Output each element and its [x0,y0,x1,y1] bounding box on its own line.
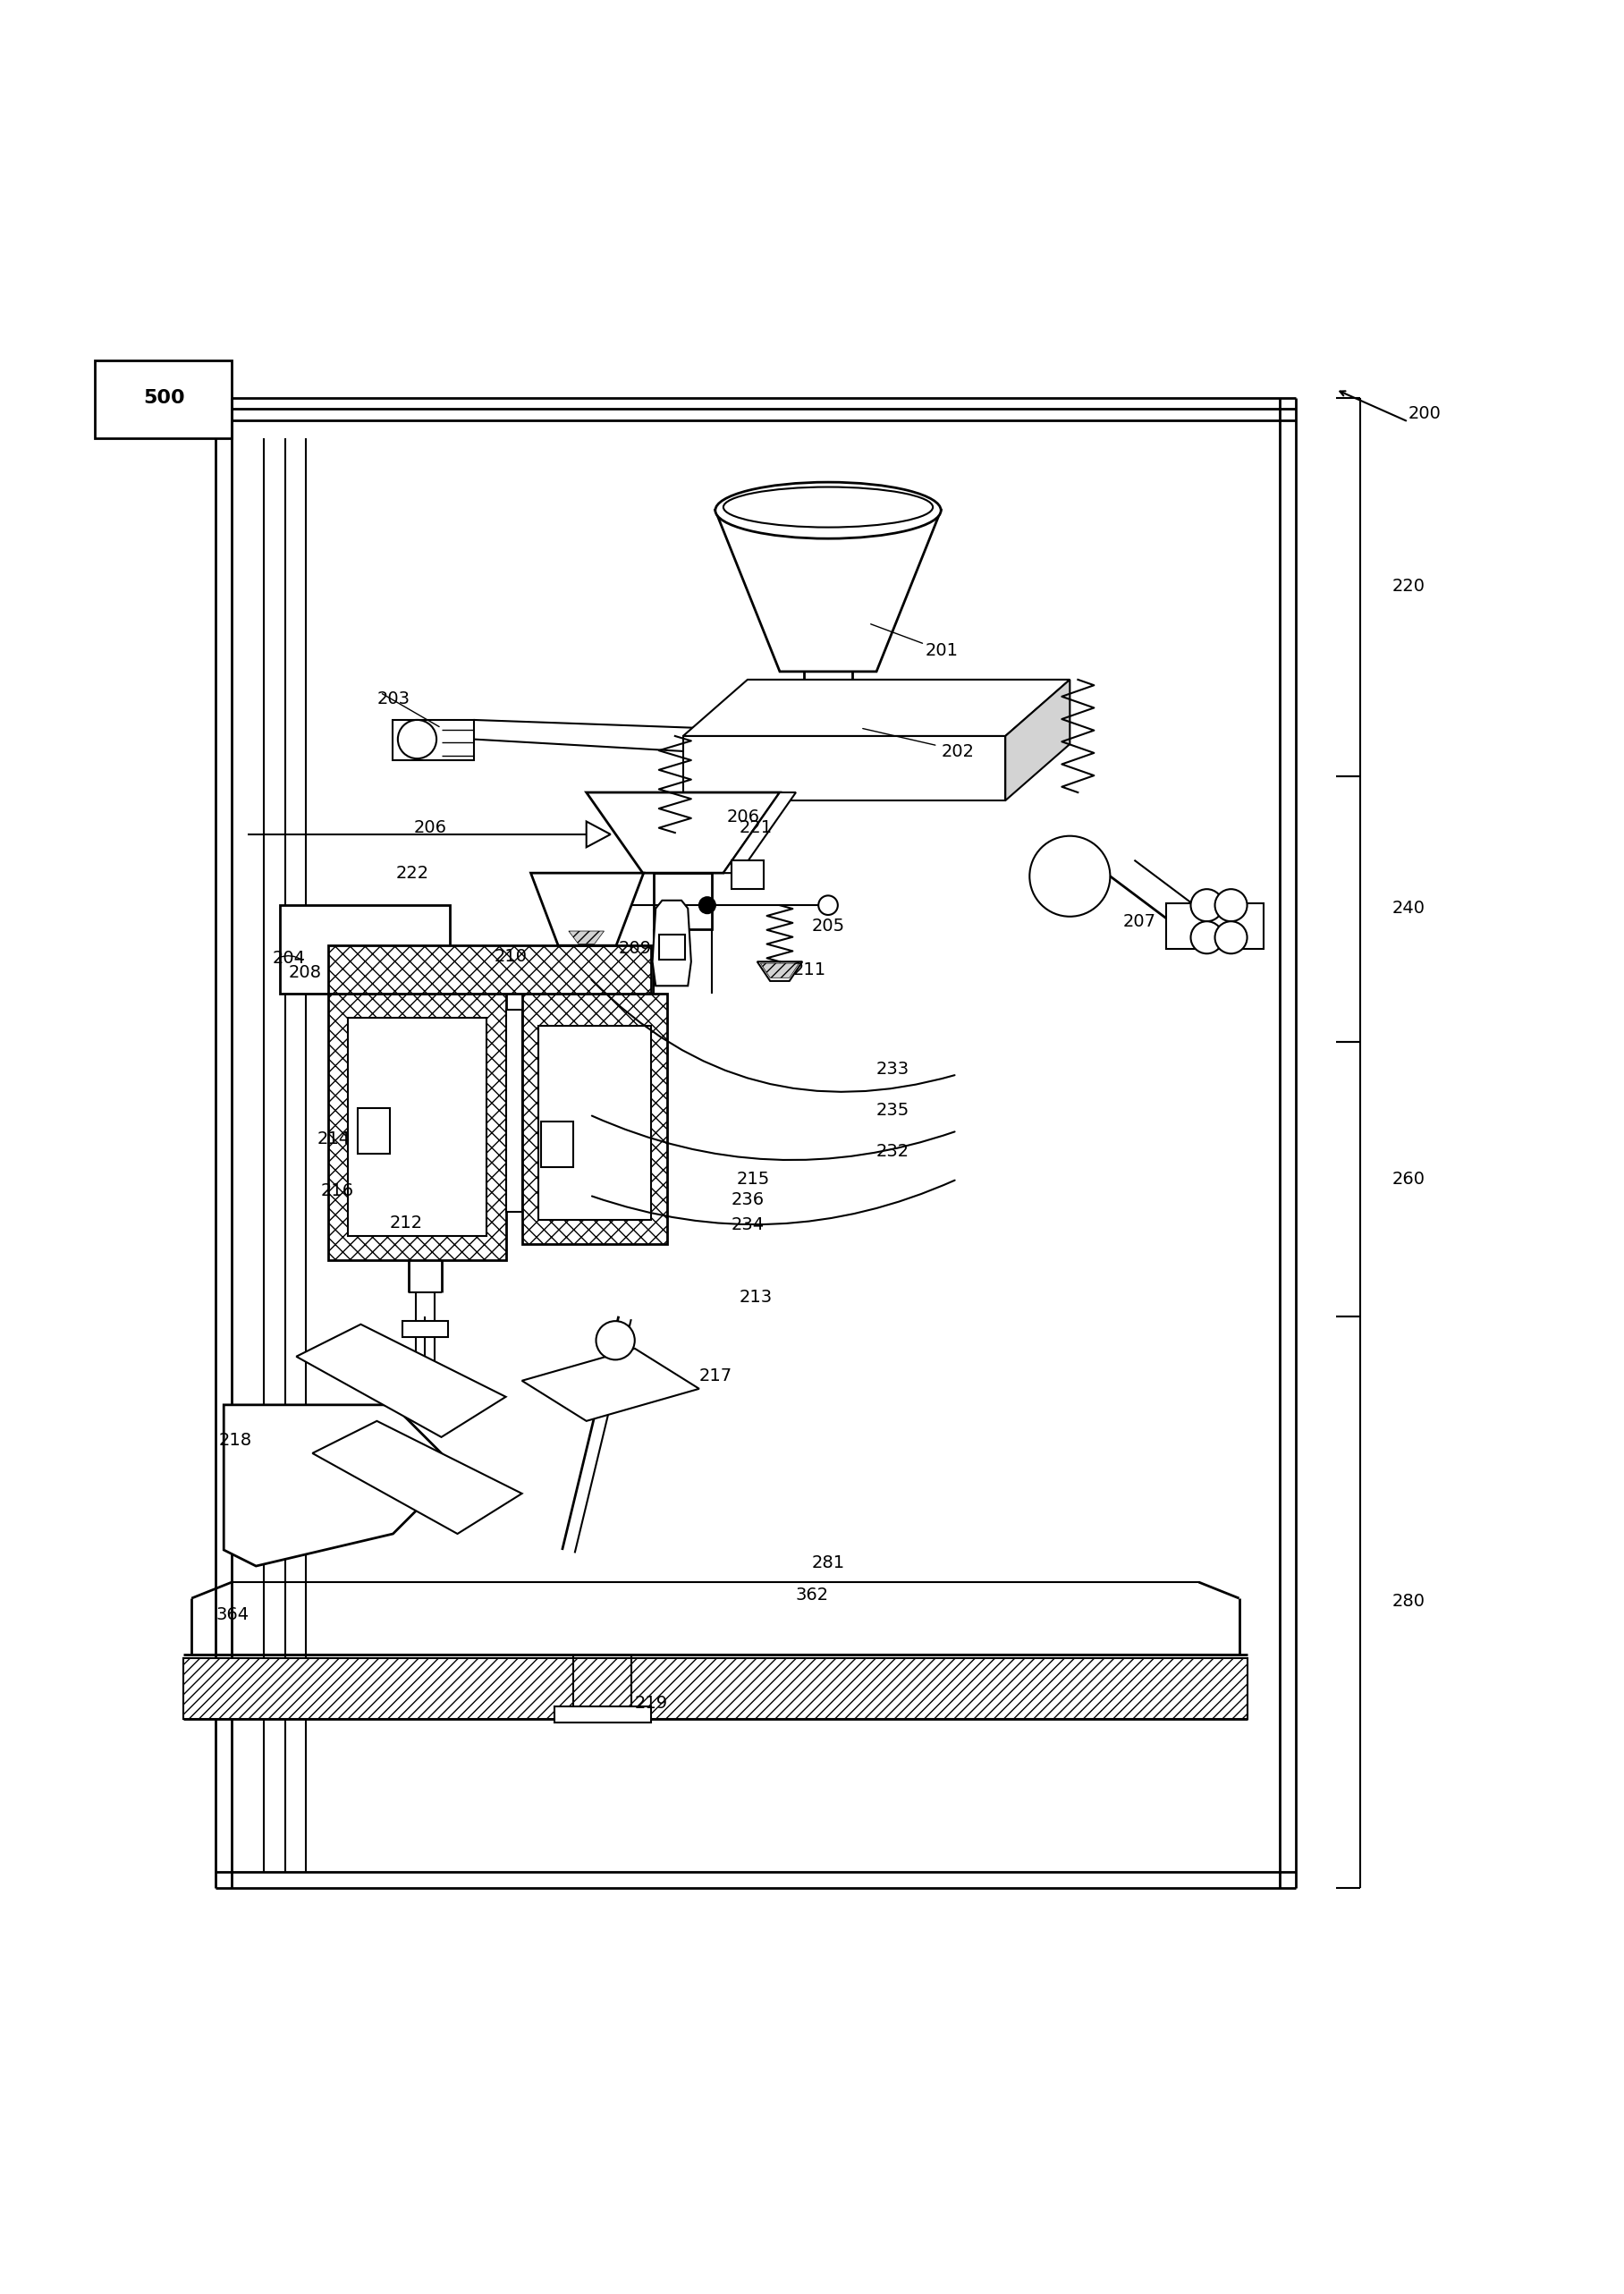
Text: 234: 234 [731,1216,765,1232]
Circle shape [398,720,437,759]
Circle shape [1215,922,1247,954]
Bar [357,1108,390,1154]
Bar [393,720,474,759]
Circle shape [818,895,838,915]
Polygon shape [531,874,643,945]
Text: 232: 232 [877,1142,909,1161]
Polygon shape [224,1404,458,1567]
Bar [659,934,685,961]
Circle shape [596,1321,635,1360]
Bar [94,360,232,438]
Polygon shape [586,791,780,874]
Circle shape [1030,835,1111,918]
Text: 222: 222 [396,865,429,881]
Polygon shape [684,679,1070,736]
Polygon shape [1005,679,1070,801]
Text: 208: 208 [287,963,322,982]
Bar [281,906,450,993]
Text: 364: 364 [216,1606,248,1622]
Text: 217: 217 [700,1367,732,1383]
Polygon shape [723,791,796,874]
Text: 220: 220 [1392,578,1426,594]
Polygon shape [684,736,1005,801]
Text: 209: 209 [619,941,651,957]
Text: 214: 214 [317,1131,351,1147]
Text: 280: 280 [1392,1592,1426,1610]
Bar [554,1707,651,1723]
Text: 206: 206 [414,819,447,837]
Text: 362: 362 [796,1587,830,1604]
Bar [184,1659,1247,1718]
Text: 202: 202 [940,743,974,762]
Text: 281: 281 [812,1555,844,1571]
Bar [538,1025,651,1220]
Text: 201: 201 [924,642,958,658]
Polygon shape [568,931,604,943]
Text: 233: 233 [877,1062,909,1078]
Polygon shape [715,509,940,672]
Bar [541,1122,573,1168]
Text: 213: 213 [739,1289,773,1305]
Bar [328,945,651,993]
Text: 206: 206 [726,807,760,826]
Circle shape [1215,890,1247,922]
Text: 205: 205 [812,918,844,934]
Text: 260: 260 [1392,1170,1426,1188]
Polygon shape [586,821,611,846]
Text: 235: 235 [877,1101,909,1119]
Text: 216: 216 [320,1181,354,1200]
Text: 204: 204 [273,950,305,968]
Bar [1166,904,1263,950]
Text: 218: 218 [219,1431,252,1450]
Text: 212: 212 [390,1214,422,1232]
Text: 215: 215 [736,1170,770,1188]
Text: 236: 236 [731,1191,765,1209]
Polygon shape [757,961,802,982]
Bar [403,1321,448,1337]
Bar [654,874,711,929]
Bar [521,993,667,1243]
Text: 219: 219 [635,1695,667,1711]
Ellipse shape [723,486,932,528]
Text: 207: 207 [1124,913,1156,929]
Polygon shape [296,1324,505,1436]
Polygon shape [312,1420,521,1535]
Polygon shape [653,902,692,986]
Polygon shape [521,1349,700,1420]
Ellipse shape [715,482,940,539]
Bar [328,993,505,1259]
Circle shape [1190,922,1223,954]
Text: 221: 221 [739,819,773,837]
Circle shape [1190,890,1223,922]
Bar [731,860,763,890]
Text: 240: 240 [1392,899,1426,918]
Text: 200: 200 [1408,406,1440,422]
Text: 210: 210 [495,947,528,966]
Text: 203: 203 [377,690,409,707]
Polygon shape [760,963,799,977]
Text: 500: 500 [143,388,185,406]
Polygon shape [565,929,607,945]
Bar [348,1019,487,1236]
Text: 211: 211 [793,961,827,977]
Bar [505,1009,521,1211]
Circle shape [700,897,715,913]
